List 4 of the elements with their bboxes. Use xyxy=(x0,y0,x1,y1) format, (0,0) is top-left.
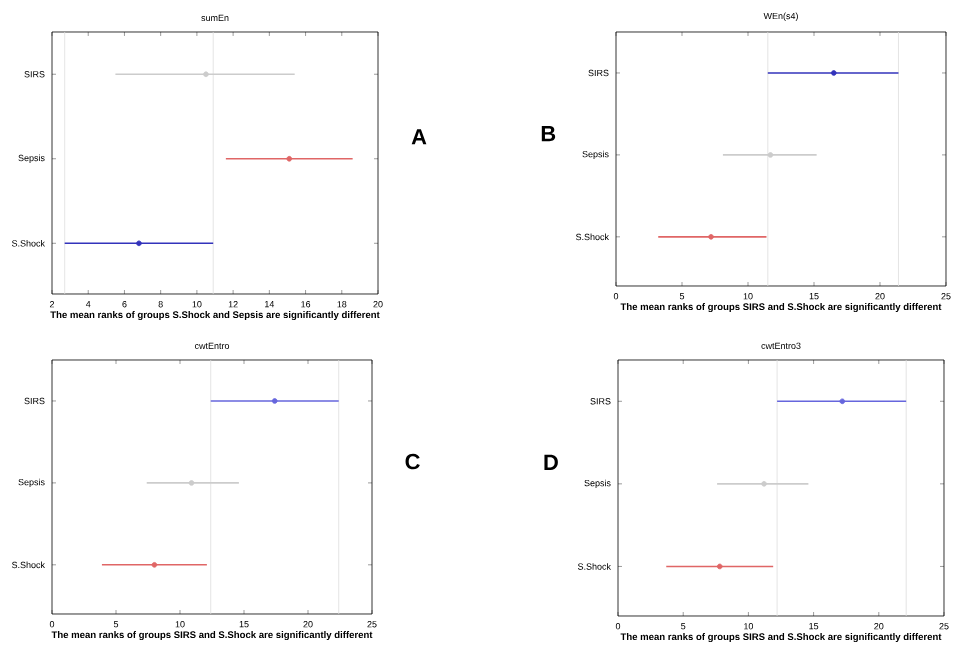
text: B xyxy=(541,125,556,141)
text: C xyxy=(405,453,420,470)
text: D xyxy=(544,454,558,470)
text: A xyxy=(411,128,427,144)
